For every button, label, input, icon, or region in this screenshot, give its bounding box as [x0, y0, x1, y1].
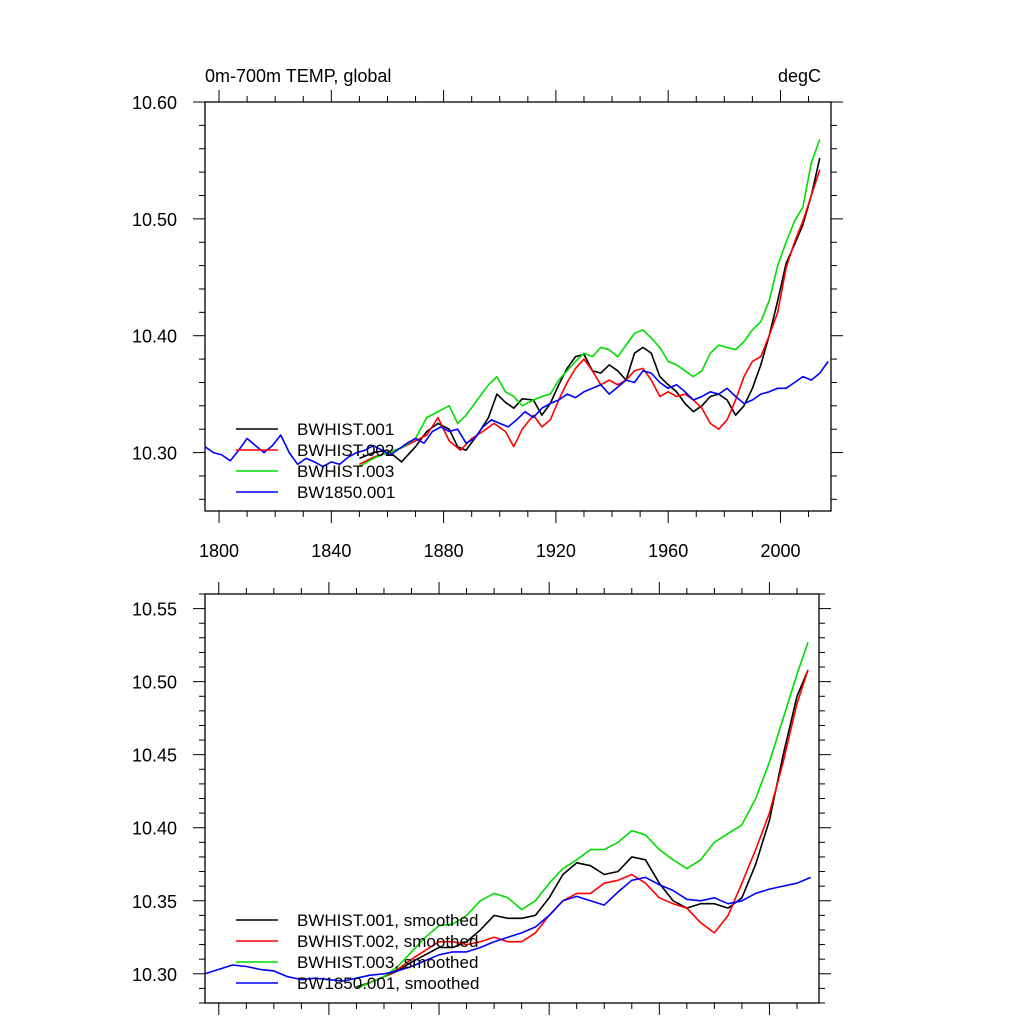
y-tick-label: 10.50 — [132, 673, 177, 693]
units-label: degC — [778, 66, 821, 86]
legend-label: BWHIST.001, smoothed — [297, 911, 478, 930]
y-tick-label: 10.30 — [132, 444, 177, 464]
x-tick-label: 2000 — [760, 541, 800, 561]
legend-label: BWHIST.003 — [297, 462, 394, 481]
panel-top: 10.30 10.40 10.50 10.60 1800 1840 1880 1920 1960… — [132, 66, 843, 561]
x-tick-label: 1960 — [648, 541, 688, 561]
y-tick-label: 10.40 — [132, 819, 177, 839]
y-tick-label: 10.30 — [132, 965, 177, 985]
x-tick-label: 1840 — [311, 541, 351, 561]
plot-frame — [204, 101, 832, 512]
series-line-3 — [356, 641, 809, 990]
y-tick-label: 10.45 — [132, 746, 177, 766]
legend-label: BW1850.001, smoothed — [297, 974, 479, 993]
legend-label: BW1850.001 — [297, 483, 395, 502]
y-tick-label: 10.55 — [132, 600, 177, 620]
series-line-2 — [359, 169, 821, 466]
series-line-1 — [359, 157, 821, 463]
axis-ticks — [193, 90, 843, 523]
x-tick-label: 1880 — [424, 541, 464, 561]
legend-label: BWHIST.002 — [297, 441, 394, 460]
legend-label: BWHIST.003, smoothed — [297, 953, 478, 972]
legend: BWHIST.001 BWHIST.002 BWHIST.003 BW1850.001 — [236, 420, 395, 502]
chart-title: 0m-700m TEMP, global — [205, 66, 391, 86]
series-line-3 — [358, 139, 821, 468]
series-line-2 — [356, 669, 809, 990]
legend: BWHIST.001, smoothed BWHIST.002, smoothed… — [236, 911, 479, 993]
series-line-4 — [204, 876, 812, 982]
y-tick-label: 10.40 — [132, 327, 177, 347]
panel-bottom: 10.30 10.35 10.40 10.45 10.50 10.55 BWHIST.001… — [132, 582, 831, 1015]
x-tick-label: 1800 — [199, 541, 239, 561]
axis-ticks — [193, 582, 831, 1015]
legend-label: BWHIST.002, smoothed — [297, 932, 478, 951]
y-tick-label: 10.60 — [132, 93, 177, 113]
y-tick-label: 10.35 — [132, 892, 177, 912]
x-tick-label: 1920 — [536, 541, 576, 561]
series-line-4 — [204, 360, 829, 468]
y-tick-label: 10.50 — [132, 210, 177, 230]
legend-label: BWHIST.001 — [297, 420, 394, 439]
